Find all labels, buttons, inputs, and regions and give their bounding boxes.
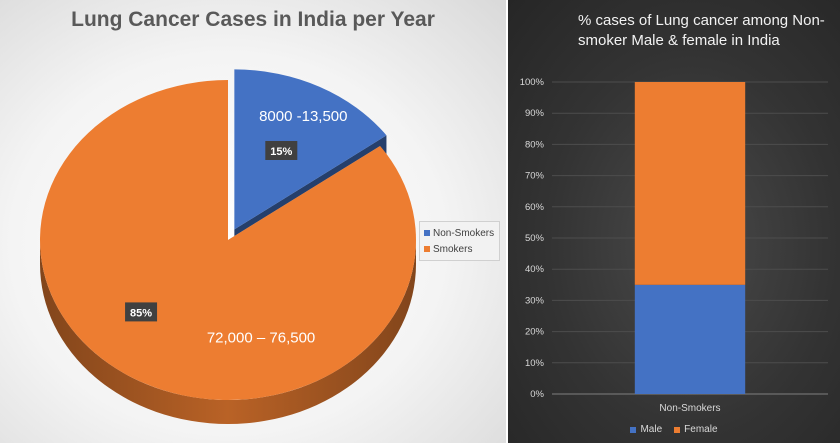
bar-segment-female bbox=[634, 82, 746, 285]
legend-item-non-smokers: Non-Smokers bbox=[424, 225, 495, 241]
pie-percent-label-non-smokers: 15% bbox=[270, 146, 292, 158]
y-tick-label: 0% bbox=[530, 389, 544, 400]
pie-percent-label-bg-non-smokers bbox=[265, 140, 298, 160]
y-tick-label: 30% bbox=[525, 295, 545, 306]
y-tick-label: 70% bbox=[525, 171, 545, 182]
y-tick-label: 20% bbox=[525, 327, 545, 338]
y-tick-label: 100% bbox=[520, 77, 545, 88]
y-tick-label: 40% bbox=[525, 264, 545, 275]
legend-item-smokers: Smokers bbox=[424, 241, 495, 257]
bar-chart: 0% 10% 20% 30% 40% 50% 60% 70% 80% 90% 100% Non-Smo… bbox=[520, 77, 828, 414]
legend-swatch-smokers bbox=[424, 246, 430, 252]
legend-label-male: Male bbox=[640, 424, 663, 435]
pie-percent-label-smokers: 85% bbox=[130, 307, 152, 319]
y-tick-label: 60% bbox=[525, 202, 545, 213]
pie-chart-title: Lung Cancer Cases in India per Year bbox=[71, 8, 435, 31]
legend-swatch-female bbox=[674, 426, 681, 433]
pie-range-label-smokers: 72,000 – 76,500 bbox=[207, 329, 315, 346]
pie-slice-non-smokers bbox=[234, 69, 387, 230]
legend-label-non-smokers: Non-Smokers bbox=[433, 227, 495, 239]
bar-legend: Male Female bbox=[508, 424, 840, 435]
legend-swatch-non-smokers bbox=[424, 230, 430, 236]
panel-divider bbox=[506, 0, 508, 443]
y-tick-label: 90% bbox=[525, 108, 545, 119]
legend-label-female: Female bbox=[684, 424, 718, 435]
pie-chart-panel: Lung Cancer Cases in India per Year 15% 8… bbox=[0, 0, 506, 443]
y-tick-label: 50% bbox=[525, 233, 545, 244]
legend-item-female: Female bbox=[674, 424, 718, 435]
pie-chart: 15% 8000 -13,500 85% 72,000 – 76,500 bbox=[39, 69, 416, 424]
legend-label-smokers: Smokers bbox=[433, 243, 473, 255]
y-tick-label: 80% bbox=[525, 139, 545, 150]
bar-chart-title: % cases of Lung cancer among Non-smoker … bbox=[578, 12, 825, 49]
bar-segment-male bbox=[634, 284, 746, 394]
legend-item-male: Male bbox=[630, 424, 662, 435]
y-tick-label: 10% bbox=[525, 358, 545, 369]
pie-range-label-non-smokers: 8000 -13,500 bbox=[259, 108, 347, 125]
pie-legend: Non-Smokers Smokers bbox=[419, 221, 500, 261]
x-tick-label: Non-Smokers bbox=[659, 403, 720, 414]
pie-percent-label-bg-smokers bbox=[125, 302, 158, 322]
legend-swatch-male bbox=[630, 426, 637, 433]
bar-chart-panel: % cases of Lung cancer among Non-smoker … bbox=[508, 0, 840, 443]
